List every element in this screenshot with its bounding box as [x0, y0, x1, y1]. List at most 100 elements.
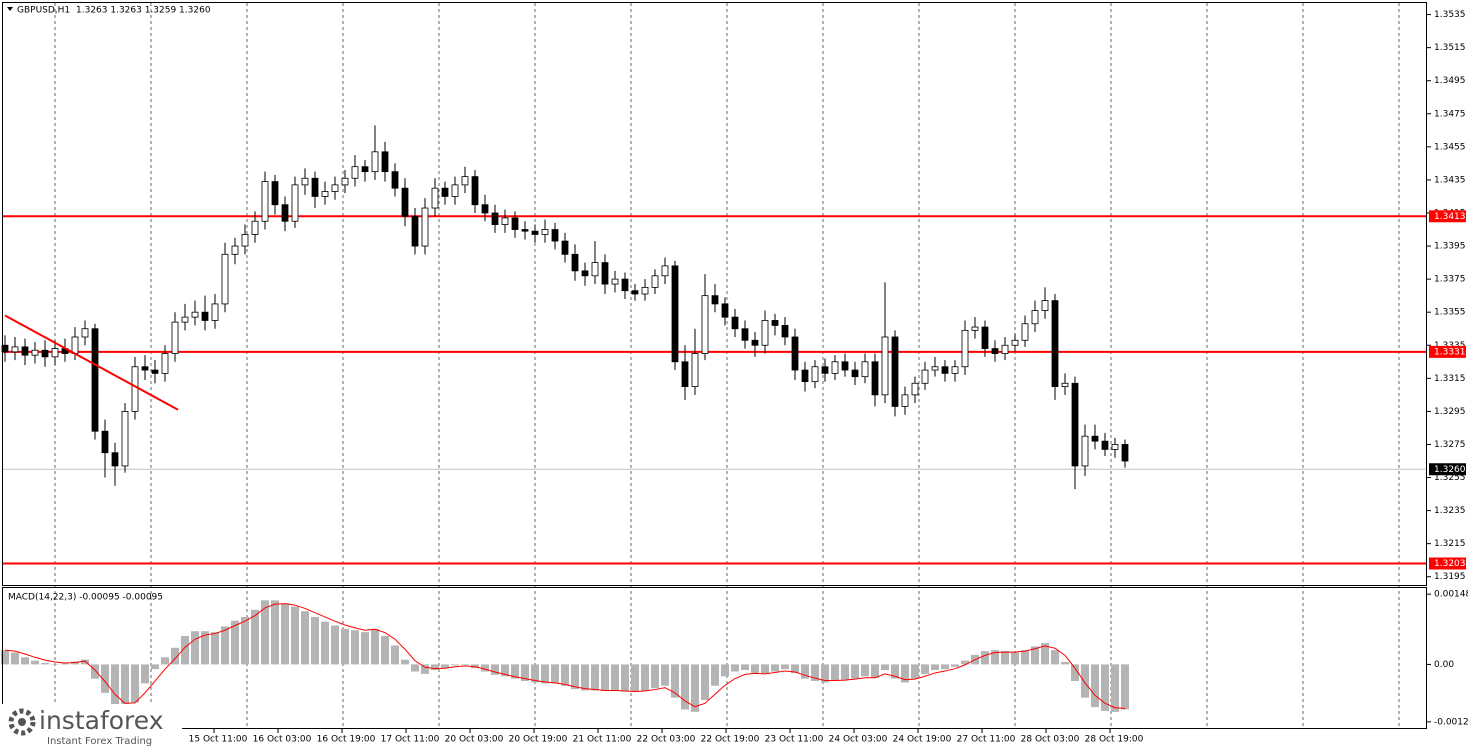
menu-arrow[interactable] [7, 7, 13, 11]
level-label-box [1429, 557, 1466, 570]
period-separators [54, 3, 1400, 728]
candle-body [621, 278, 629, 292]
macd-bar [741, 664, 749, 671]
candle-body [1031, 310, 1039, 325]
macd-bar [481, 664, 489, 672]
macd-bar [701, 664, 709, 700]
watermark: instaforex Instant Forex Trading [0, 704, 182, 750]
candle-body [1071, 382, 1079, 467]
candle-body [31, 349, 39, 356]
candle-body [131, 366, 139, 412]
candle-body [291, 184, 299, 222]
macd-bar [211, 632, 219, 665]
y-tick-label: 1.3355 [1434, 308, 1466, 318]
candle-body [451, 184, 459, 197]
candle-body [91, 328, 99, 432]
candle-body [341, 177, 349, 186]
macd-bar [1051, 650, 1059, 665]
candle-body [891, 336, 899, 407]
candle-body [51, 348, 59, 358]
candle-body [301, 177, 309, 186]
macd-bar [1071, 664, 1079, 682]
candle-body [461, 176, 469, 186]
macd-bar [1101, 664, 1109, 711]
plot-layer [1, 125, 1427, 712]
candle-body [141, 366, 149, 371]
macd-bar [1111, 664, 1119, 712]
macd-signal [4, 603, 1126, 710]
macd-bar [1061, 662, 1069, 665]
candle-body [201, 311, 209, 321]
macd-bar [771, 664, 779, 672]
candle-body [1001, 344, 1009, 354]
candle-body [421, 207, 429, 247]
macd-bar [731, 664, 739, 672]
y-tick-label: 1.3495 [1434, 76, 1466, 86]
macd-bar [1091, 664, 1099, 708]
candle-body [541, 229, 549, 235]
macd-bar [551, 664, 559, 684]
macd-bar [591, 664, 599, 691]
macd-bar [21, 657, 29, 665]
macd-bar [1021, 650, 1029, 665]
macd-bar [681, 664, 689, 710]
candle-body [911, 382, 919, 396]
candle-body [761, 320, 769, 346]
candle-body [961, 329, 969, 368]
macd-bar [611, 664, 619, 691]
level-label-box [1429, 210, 1466, 223]
macd-bar [791, 664, 799, 673]
macd-bar [91, 664, 99, 679]
x-tick-label: 15 Oct 11:00 [189, 735, 248, 745]
y-tick-label: 1.3375 [1434, 275, 1466, 285]
candle-body [551, 229, 559, 242]
macd-bar [1011, 652, 1019, 665]
y-tick-label: 1.3315 [1434, 374, 1466, 384]
macd-bar [401, 659, 409, 665]
candle-body [571, 253, 579, 272]
macd-bar [441, 664, 449, 669]
candle-body [471, 176, 479, 206]
candle-body [511, 217, 519, 230]
candle-body [311, 177, 319, 197]
candle-body [701, 295, 709, 354]
candle-body [1041, 300, 1049, 311]
macd-bar [11, 652, 19, 665]
macd-bar [691, 664, 699, 712]
macd-bar [231, 620, 239, 665]
y-tick-label: 1.3275 [1434, 440, 1466, 450]
y-tick-label: 1.3255 [1434, 473, 1466, 483]
macd-bar [1031, 646, 1039, 665]
candle-body [581, 270, 589, 277]
candle-body [501, 217, 509, 225]
macd-bar [641, 664, 649, 691]
candle-body [321, 191, 329, 197]
candle-body [791, 336, 799, 371]
x-tick-label: 21 Oct 11:00 [573, 735, 632, 745]
candle-body [991, 348, 999, 354]
candle-body [741, 328, 749, 341]
candle-body [101, 430, 109, 454]
candle-body [731, 316, 739, 330]
candle-body [721, 303, 729, 318]
candle-body [331, 184, 339, 192]
macd-bar [991, 650, 999, 665]
macd-bar [51, 664, 59, 665]
macd-bar [491, 664, 499, 675]
candle-body [481, 204, 489, 214]
candle-body [1081, 435, 1089, 467]
macd-bar [1001, 651, 1009, 665]
x-tick-label: 17 Oct 11:00 [381, 735, 440, 745]
candle-body [1091, 435, 1099, 442]
x-tick-label: 23 Oct 11:00 [765, 735, 824, 745]
candle-body [41, 349, 49, 358]
x-tick-label: 20 Oct 03:00 [445, 735, 504, 745]
candle-body [261, 181, 269, 222]
macd-bar [751, 664, 759, 673]
y-tick-label: 1.3195 [1434, 572, 1466, 582]
y-tick-label: 0.00 [1434, 660, 1454, 670]
candle-body [921, 369, 929, 384]
candle-body [811, 366, 819, 383]
macd-bar [351, 630, 359, 665]
